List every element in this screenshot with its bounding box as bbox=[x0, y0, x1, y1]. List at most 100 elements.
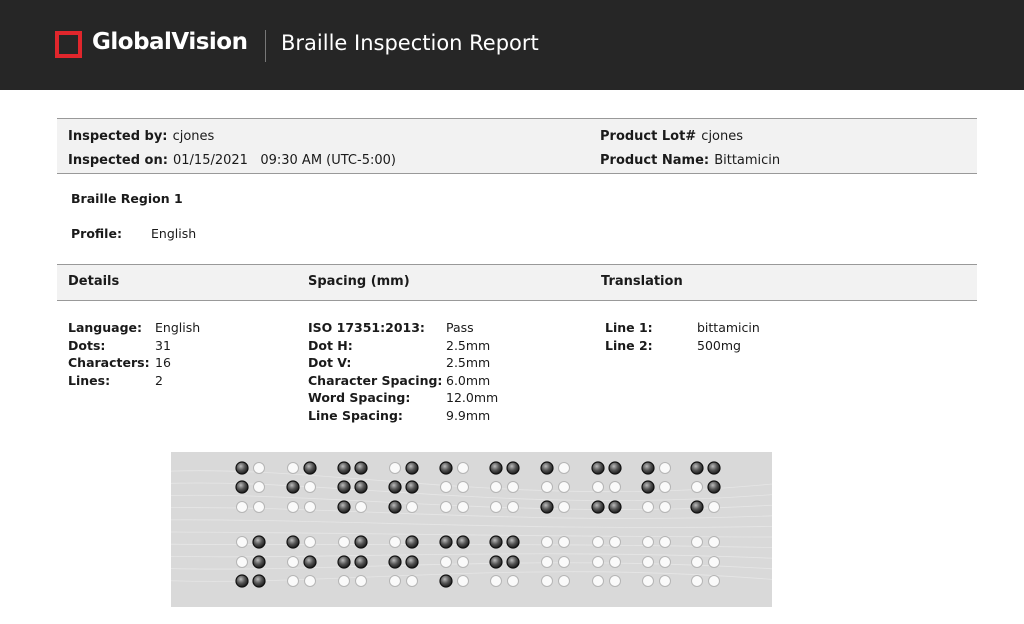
raised-dot bbox=[337, 555, 351, 569]
empty-dot bbox=[287, 501, 299, 513]
info-row: Inspected on: 01/15/2021 09:30 AM (UTC-5… bbox=[68, 149, 396, 168]
empty-dot bbox=[253, 481, 265, 493]
raised-dot bbox=[690, 500, 704, 514]
divider bbox=[265, 30, 266, 62]
section-band bbox=[57, 264, 977, 301]
raised-dot bbox=[506, 461, 520, 475]
empty-dot bbox=[691, 481, 703, 493]
empty-dot bbox=[338, 575, 350, 587]
field-label: ISO 17351:2013: bbox=[308, 320, 425, 335]
empty-dot bbox=[659, 462, 671, 474]
braille-image bbox=[150, 452, 792, 607]
field-value: 16 bbox=[155, 355, 171, 371]
empty-dot bbox=[490, 501, 502, 513]
value: cjones bbox=[172, 129, 215, 144]
raised-dot bbox=[286, 480, 300, 494]
raised-dot bbox=[489, 555, 503, 569]
raised-dot bbox=[489, 535, 503, 549]
empty-dot bbox=[389, 575, 401, 587]
raised-dot bbox=[641, 480, 655, 494]
empty-dot bbox=[592, 556, 604, 568]
raised-dot bbox=[608, 461, 622, 475]
empty-dot bbox=[642, 556, 654, 568]
region-title: Braille Region 1 bbox=[71, 191, 183, 206]
empty-dot bbox=[642, 536, 654, 548]
empty-dot bbox=[691, 536, 703, 548]
raised-dot bbox=[252, 555, 266, 569]
info-row: Inspected by: cjones bbox=[68, 125, 214, 144]
empty-dot bbox=[389, 536, 401, 548]
empty-dot bbox=[592, 481, 604, 493]
empty-dot bbox=[541, 536, 553, 548]
empty-dot bbox=[691, 575, 703, 587]
top-bar bbox=[0, 0, 1024, 90]
field-label: Dots: bbox=[68, 337, 106, 353]
empty-dot bbox=[457, 501, 469, 513]
brand: GlobalVision bbox=[92, 29, 248, 55]
raised-dot bbox=[337, 461, 351, 475]
empty-dot bbox=[304, 501, 316, 513]
label: Product Lot# bbox=[600, 129, 697, 144]
value: Bittamicin bbox=[714, 153, 781, 168]
field-value: bittamicin bbox=[697, 320, 760, 335]
section-heading: Spacing (mm) bbox=[308, 274, 410, 289]
field-value: 2 bbox=[155, 372, 163, 388]
empty-dot bbox=[440, 481, 452, 493]
raised-dot bbox=[707, 461, 721, 475]
raised-dot bbox=[303, 555, 317, 569]
raised-dot bbox=[707, 480, 721, 494]
empty-dot bbox=[558, 481, 570, 493]
raised-dot bbox=[235, 574, 249, 588]
raised-dot bbox=[439, 535, 453, 549]
field-value: 500mg bbox=[697, 337, 741, 353]
raised-dot bbox=[354, 535, 368, 549]
empty-dot bbox=[457, 556, 469, 568]
empty-dot bbox=[609, 575, 621, 587]
raised-dot bbox=[388, 555, 402, 569]
texture bbox=[150, 531, 792, 538]
raised-dot bbox=[337, 500, 351, 514]
empty-dot bbox=[691, 556, 703, 568]
raised-dot bbox=[439, 461, 453, 475]
raised-dot bbox=[608, 500, 622, 514]
label: Inspected by: bbox=[68, 129, 168, 144]
empty-dot bbox=[406, 575, 418, 587]
empty-dot bbox=[541, 575, 553, 587]
empty-dot bbox=[355, 501, 367, 513]
section-heading: Translation bbox=[601, 274, 683, 289]
field-value: 6.0mm bbox=[446, 372, 491, 388]
empty-dot bbox=[541, 481, 553, 493]
texture bbox=[150, 519, 792, 528]
empty-dot bbox=[708, 501, 720, 513]
field-label: Lines: bbox=[68, 372, 111, 388]
profile-label: Profile: bbox=[71, 226, 122, 241]
empty-dot bbox=[659, 481, 671, 493]
field-label: Characters: bbox=[68, 355, 150, 371]
raised-dot bbox=[235, 480, 249, 494]
field-value: 9.9mm bbox=[446, 408, 491, 423]
empty-dot bbox=[304, 536, 316, 548]
empty-dot bbox=[659, 536, 671, 548]
label: Inspected on: bbox=[68, 153, 168, 168]
empty-dot bbox=[659, 575, 671, 587]
raised-dot bbox=[252, 574, 266, 588]
raised-dot bbox=[540, 500, 554, 514]
texture bbox=[150, 553, 792, 560]
raised-dot bbox=[439, 574, 453, 588]
empty-dot bbox=[287, 462, 299, 474]
value: 01/15/2021 09:30 AM (UTC-5:00) bbox=[173, 153, 396, 168]
empty-dot bbox=[440, 501, 452, 513]
empty-dot bbox=[490, 481, 502, 493]
empty-dot bbox=[659, 501, 671, 513]
empty-dot bbox=[708, 536, 720, 548]
raised-dot bbox=[388, 480, 402, 494]
empty-dot bbox=[659, 556, 671, 568]
raised-dot bbox=[641, 461, 655, 475]
empty-dot bbox=[440, 556, 452, 568]
raised-dot bbox=[506, 535, 520, 549]
raised-dot bbox=[405, 461, 419, 475]
raised-dot bbox=[388, 500, 402, 514]
field-value: 12.0mm bbox=[446, 390, 499, 406]
empty-dot bbox=[558, 536, 570, 548]
field-value: 2.5mm bbox=[446, 355, 491, 371]
